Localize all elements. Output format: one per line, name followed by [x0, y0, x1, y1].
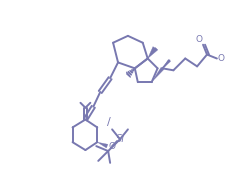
Polygon shape — [97, 142, 108, 148]
Polygon shape — [148, 47, 156, 59]
Text: /: / — [107, 117, 111, 127]
Text: Si: Si — [115, 134, 125, 144]
Text: O: O — [195, 35, 202, 44]
Polygon shape — [152, 67, 164, 82]
Polygon shape — [148, 48, 158, 58]
Polygon shape — [163, 60, 171, 68]
Text: O: O — [108, 142, 115, 151]
Text: O: O — [218, 54, 225, 63]
